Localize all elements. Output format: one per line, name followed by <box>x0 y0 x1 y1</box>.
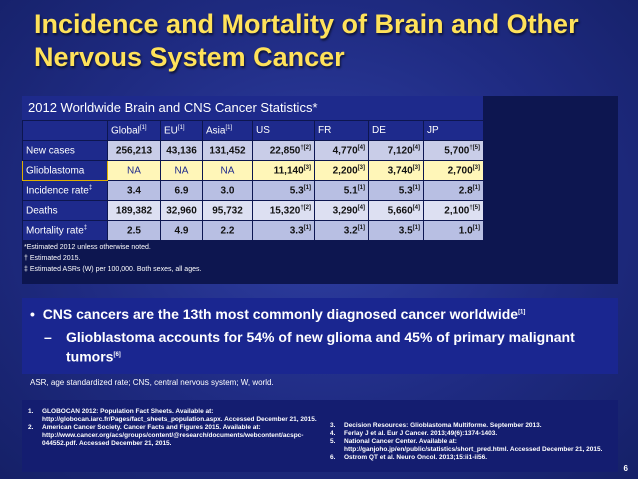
table-row: New cases 256,213 43,136 131,452 22,850†[2] 4… <box>22 140 484 161</box>
table-cell: 3.2[1] <box>314 220 369 241</box>
bullet-point: • CNS cancers are the 13th most commonly… <box>30 306 526 322</box>
table-cell: 2.8[1] <box>423 180 484 201</box>
col-header-asia: Asia[1] <box>202 120 253 141</box>
table-cell: 256,213 <box>107 140 161 161</box>
row-label: New cases <box>22 140 108 161</box>
table-cell: 3,290[4] <box>314 200 369 221</box>
table-row: Deaths 189,382 32,960 95,732 15,320†[2] 3,290… <box>22 200 484 221</box>
table-footnotes: *Estimated 2012 unless otherwise noted. … <box>24 242 201 275</box>
table-cell: NA <box>160 160 203 181</box>
table-cell: 5.3[1] <box>252 180 315 201</box>
table-cell: 5,660[4] <box>368 200 424 221</box>
table-heading: 2012 Worldwide Brain and CNS Cancer Stat… <box>22 96 483 120</box>
dash-marker: – <box>44 329 52 345</box>
table-cell: 6.9 <box>160 180 203 201</box>
table-cell: 5.3[1] <box>368 180 424 201</box>
table-row: Glioblastoma NA NA NA 11,140[3] 2,200[3] 3,740… <box>22 160 484 181</box>
key-points-panel: • CNS cancers are the 13th most commonly… <box>22 298 618 374</box>
row-label: Deaths <box>22 200 108 221</box>
table-row: Mortality rate‡ 2.5 4.9 2.2 3.3[1] 3.2[1] 3.5[… <box>22 220 484 241</box>
table-cell: 11,140[3] <box>252 160 315 181</box>
table-cell: 3,740[3] <box>368 160 424 181</box>
footnote: † Estimated 2015. <box>24 255 81 262</box>
references-left: 1. GLOBOCAN 2012: Population Fact Sheets.… <box>28 408 328 448</box>
col-header-jp: JP <box>423 120 484 141</box>
table-cell: 2.5 <box>107 220 161 241</box>
table-cell: 95,732 <box>202 200 253 221</box>
reference-item: 2. American Cancer Society. Cancer Facts … <box>28 424 304 447</box>
table-cell: 43,136 <box>160 140 203 161</box>
reference-item: 5. National Cancer Center. Available at: … <box>330 438 603 453</box>
table-cell: 2,100†[5] <box>423 200 484 221</box>
col-header-eu: EU[1] <box>160 120 203 141</box>
stats-table: Global[1] EU[1] Asia[1] US FR DE JP New … <box>22 120 484 241</box>
table-row: Incidence rate‡ 3.4 6.9 3.0 5.3[1] 5.1[1] 5.3[… <box>22 180 484 201</box>
page-number: 6 <box>623 464 628 473</box>
col-header-fr: FR <box>314 120 369 141</box>
references-right: 3. Decision Resources: Glioblastoma Multi… <box>330 422 620 462</box>
reference-item: 4. Ferlay J et al. Eur J Cancer. 2013;49(… <box>330 430 498 437</box>
table-cell: 3.3[1] <box>252 220 315 241</box>
col-header-de: DE <box>368 120 424 141</box>
col-header-global: Global[1] <box>107 120 161 141</box>
table-cell: 1.0[1] <box>423 220 484 241</box>
row-label: Glioblastoma <box>22 160 108 181</box>
footnote: ‡ Estimated ASRs (W) per 100,000. Both s… <box>24 266 202 273</box>
corner-cell <box>22 120 108 141</box>
table-cell: 189,382 <box>107 200 161 221</box>
footnote: *Estimated 2012 unless otherwise noted. <box>24 244 151 251</box>
table-cell: 3.5[1] <box>368 220 424 241</box>
table-cell: 2,700[3] <box>423 160 484 181</box>
table-cell: 2.2 <box>202 220 253 241</box>
row-label: Mortality rate‡ <box>22 220 108 241</box>
reference-item: 6. Ostrom QT et al. Neuro Oncol. 2013;15:… <box>330 454 488 461</box>
table-cell: 22,850†[2] <box>252 140 315 161</box>
reference-item: 3. Decision Resources: Glioblastoma Multi… <box>330 422 542 429</box>
col-header-us: US <box>252 120 315 141</box>
abbreviations: ASR, age standardized rate; CNS, central… <box>30 378 274 387</box>
table-cell: 7,120[4] <box>368 140 424 161</box>
table-cell: 3.0 <box>202 180 253 201</box>
table-cell: 4.9 <box>160 220 203 241</box>
table-cell: 5,700†[5] <box>423 140 484 161</box>
table-cell: 3.4 <box>107 180 161 201</box>
reference-item: 1. GLOBOCAN 2012: Population Fact Sheets.… <box>28 408 317 423</box>
slide-title: Incidence and Mortality of Brain and Oth… <box>34 9 579 72</box>
table-cell: NA <box>107 160 161 181</box>
table-cell: 131,452 <box>202 140 253 161</box>
row-label: Incidence rate‡ <box>22 180 108 201</box>
table-cell: 2,200[3] <box>314 160 369 181</box>
table-cell: 5.1[1] <box>314 180 369 201</box>
table-header-row: Global[1] EU[1] Asia[1] US FR DE JP <box>22 120 484 141</box>
table-cell: 4,770[4] <box>314 140 369 161</box>
table-cell: 32,960 <box>160 200 203 221</box>
table-cell: 15,320†[2] <box>252 200 315 221</box>
references-panel: 1. GLOBOCAN 2012: Population Fact Sheets.… <box>22 400 618 472</box>
table-cell: NA <box>202 160 253 181</box>
